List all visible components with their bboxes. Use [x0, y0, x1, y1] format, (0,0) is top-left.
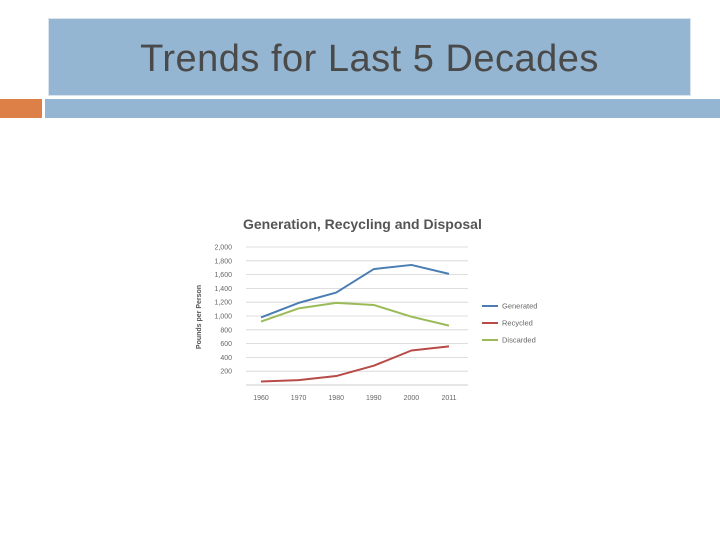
slide-title: Trends for Last 5 Decades [140, 37, 599, 80]
y-tick-label: 1,000 [214, 314, 232, 321]
x-tick-label: 2011 [441, 395, 456, 402]
legend-label: Generated [502, 302, 537, 311]
y-tick-label: 1,800 [214, 258, 232, 265]
x-tick-label: 1980 [328, 395, 344, 402]
y-tick-label: 1,600 [214, 272, 232, 279]
series-line-discarded [260, 301, 450, 327]
divider-line [0, 98, 720, 99]
series-line-generated [260, 263, 450, 319]
x-tick-label: 1990 [366, 395, 382, 402]
y-tick-label: 2,000 [214, 245, 232, 252]
legend-label: Recycled [502, 319, 533, 328]
grid-lines [246, 246, 468, 386]
series-line-recycled [260, 345, 450, 383]
y-tick-label: 400 [220, 355, 232, 362]
y-tick-label: 600 [220, 341, 232, 348]
x-tick-label: 1960 [253, 395, 269, 402]
series-lines [260, 263, 450, 383]
x-tick-label: 1970 [291, 395, 307, 402]
slide-title-bar: Trends for Last 5 Decades [48, 18, 691, 96]
x-tick-label: 2000 [404, 395, 420, 402]
y-tick-label: 1,400 [214, 286, 232, 293]
y-tick-labels: 200 400 600 800 1,000 1,200 1,400 1,600 1,800 2,0… [214, 245, 232, 376]
y-tick-label: 800 [220, 327, 232, 334]
accent-strip-orange [0, 99, 42, 118]
legend: Generated Recycled Discarded [482, 302, 537, 345]
x-tick-labels: 1960 1970 1980 1990 2000 2011 [253, 395, 456, 402]
line-chart: Generation, Recycling and Disposal 200 40… [196, 216, 537, 402]
y-tick-label: 1,200 [214, 300, 232, 307]
legend-label: Discarded [502, 336, 536, 345]
y-axis-label: Pounds per Person [196, 285, 203, 349]
accent-strip-blue [45, 99, 720, 118]
chart-title: Generation, Recycling and Disposal [243, 216, 482, 232]
y-tick-label: 200 [220, 369, 232, 376]
